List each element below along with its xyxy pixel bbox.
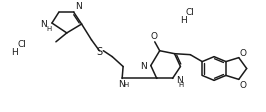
Text: S: S (96, 46, 102, 56)
Text: N: N (40, 19, 47, 28)
Text: O: O (240, 81, 247, 90)
Text: Cl: Cl (185, 8, 194, 17)
Text: N: N (75, 2, 81, 11)
Text: Cl: Cl (17, 40, 26, 49)
Text: H: H (46, 26, 52, 32)
Text: H: H (123, 82, 129, 88)
Text: N: N (177, 75, 183, 84)
Text: H: H (180, 15, 187, 24)
Text: H: H (11, 48, 18, 57)
Text: H: H (179, 82, 184, 88)
Text: O: O (240, 48, 247, 57)
Text: O: O (150, 32, 157, 40)
Text: N: N (140, 61, 147, 70)
Text: N: N (118, 80, 124, 89)
